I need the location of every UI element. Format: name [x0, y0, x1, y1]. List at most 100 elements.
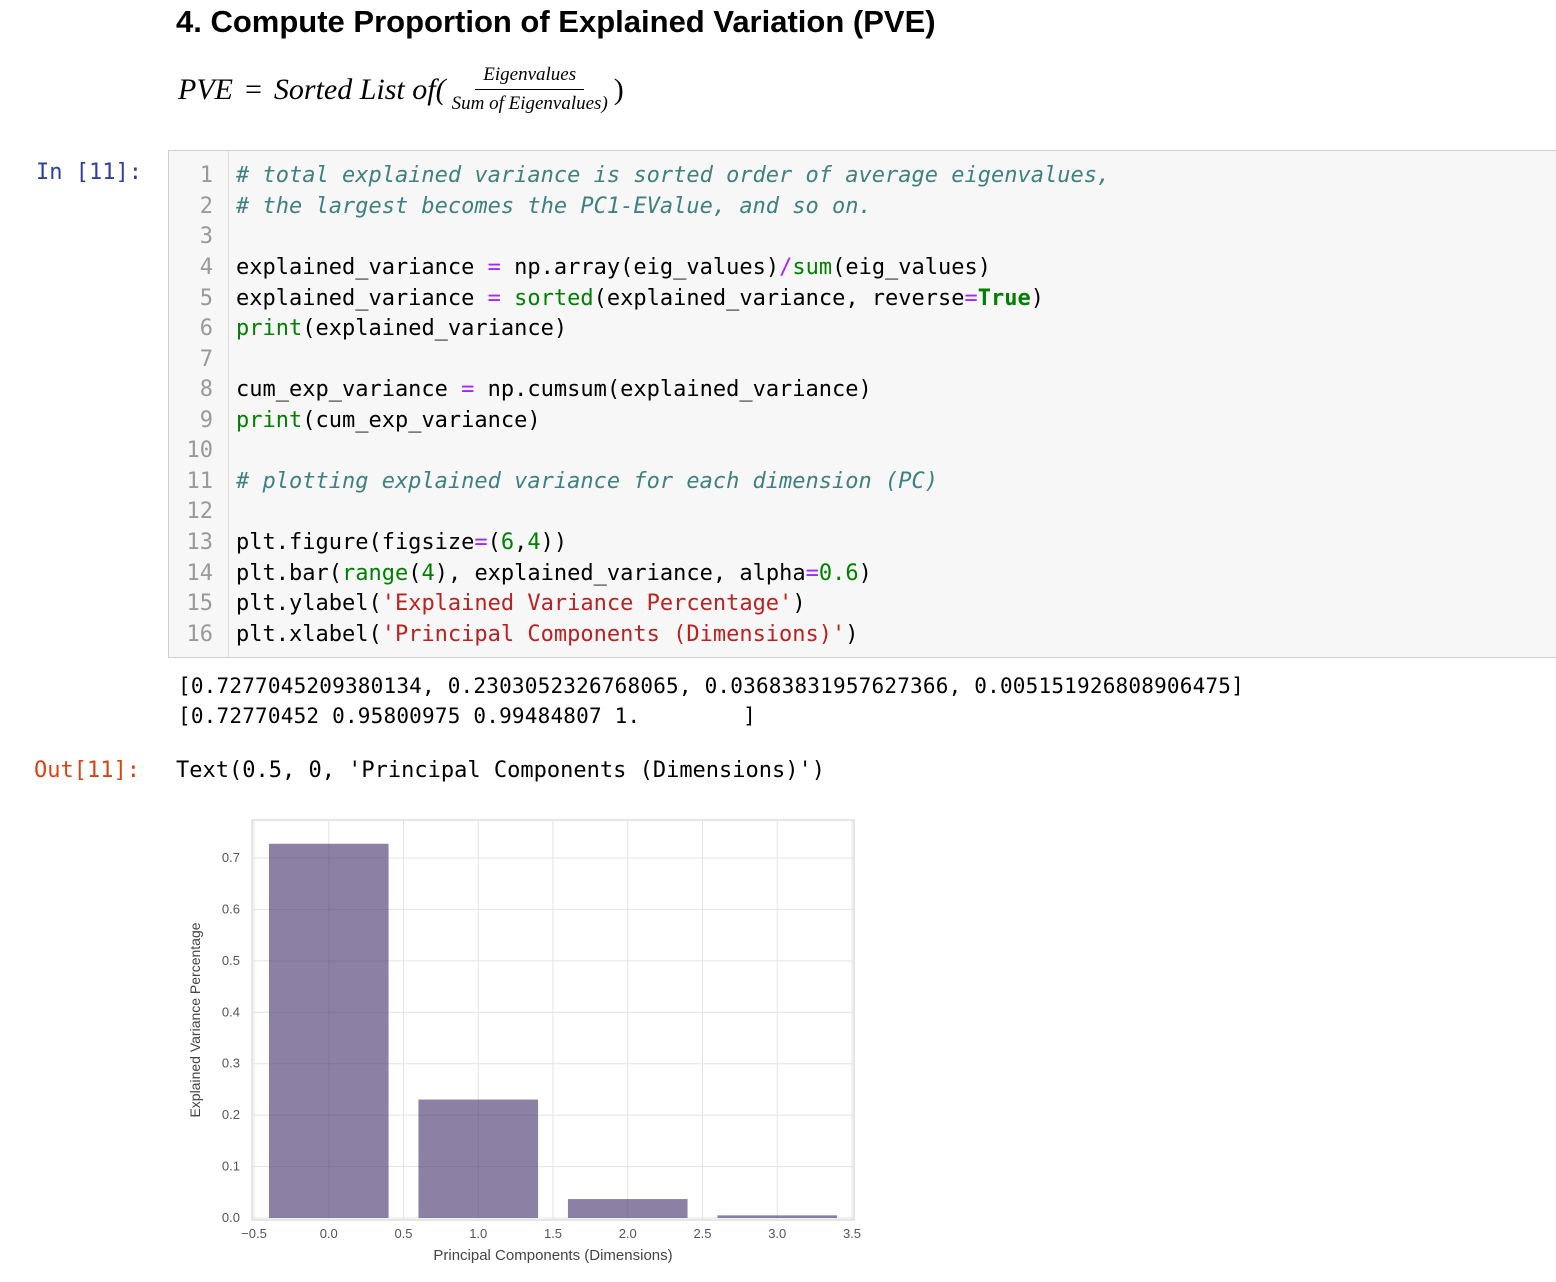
code-comment: # total explained variance is sorted ord… — [236, 163, 1111, 188]
line-number: 2 — [199, 194, 213, 219]
code-token: plt.figure(figsize — [236, 530, 475, 555]
bar-chart: −0.5 0.0 0.5 1.0 1.5 2.0 2.5 3.0 3.5 0.0 0.1 0.2 0.3… — [180, 812, 870, 1272]
line-number: 7 — [199, 347, 213, 372]
code-token: (eig_values) — [832, 255, 992, 280]
line-number: 3 — [199, 224, 213, 249]
code-comment: # plotting explained variance for each d… — [236, 469, 938, 494]
line-number: 12 — [186, 499, 214, 524]
line-number: 5 — [199, 286, 213, 311]
code-token: ( — [487, 530, 501, 555]
output-text: Text(0.5, 0, 'Principal Components (Dime… — [176, 758, 826, 783]
code-token: ) — [845, 622, 859, 647]
code-number: 6 — [500, 530, 515, 555]
code-builtin: print — [236, 316, 303, 341]
y-tick-label: 0.2 — [222, 1107, 240, 1122]
y-tick-label: 0.0 — [222, 1210, 240, 1225]
code-token: plt.xlabel( — [236, 622, 382, 647]
code-number: 4 — [421, 561, 435, 586]
output-prompt: Out[11]: — [34, 758, 140, 783]
line-number: 10 — [186, 438, 214, 463]
line-number: 9 — [199, 408, 213, 433]
code-operator: = — [474, 530, 488, 555]
code-string: 'Explained Variance Percentage' — [381, 591, 793, 616]
code-token: (explained_variance, reverse — [593, 286, 965, 311]
code-token: (cum_exp_variance) — [302, 408, 541, 433]
chart-svg: −0.5 0.0 0.5 1.0 1.5 2.0 2.5 3.0 3.50.00.10.20.3… — [187, 819, 861, 1264]
formula-denominator: Sum of Eigenvalues) — [451, 93, 608, 114]
code-token: np.cumsum(explained_variance) — [474, 377, 872, 402]
code-builtin: range — [341, 561, 409, 586]
line-number: 6 — [199, 316, 213, 341]
stdout-line: [0.72770452 0.95800975 0.99484807 1. ] — [178, 704, 756, 728]
x-tick-label: 1.0 — [469, 1226, 487, 1241]
y-tick-label: 0.1 — [222, 1159, 240, 1174]
code-cell-editor[interactable]: 1 # total explained variance is sorted or… — [168, 150, 1556, 658]
x-tick-label: 3.5 — [843, 1226, 861, 1241]
code-operator: = — [487, 255, 501, 280]
x-axis-label: Principal Components (Dimensions) — [433, 1247, 672, 1264]
code-builtin: sorted — [514, 286, 594, 311]
code-operator: = — [487, 286, 501, 311]
code-token: explained_variance — [236, 255, 488, 280]
code-token: ) — [792, 591, 806, 616]
y-tick-label: 0.5 — [222, 953, 240, 968]
x-tick-label: 3.0 — [768, 1226, 786, 1241]
code-token: explained_variance — [236, 286, 488, 311]
code-token: np.array(eig_values) — [500, 255, 780, 280]
y-tick-label: 0.6 — [222, 901, 240, 916]
line-number: 1 — [199, 163, 213, 188]
x-tick-label: 2.0 — [619, 1226, 637, 1241]
code-operator: = — [964, 286, 978, 311]
x-tick-label: 1.5 — [544, 1226, 562, 1241]
code-string: 'Principal Components (Dimensions)' — [381, 622, 846, 647]
bar — [717, 1215, 838, 1218]
line-number: 8 — [199, 377, 213, 402]
line-number: 4 — [199, 255, 213, 280]
bar — [268, 843, 389, 1218]
line-number-gutter — [169, 151, 229, 657]
formula-suffix: ) — [613, 72, 624, 106]
y-tick-label: 0.3 — [222, 1056, 240, 1071]
bar — [418, 1099, 539, 1218]
code-token: ) — [1030, 286, 1045, 311]
code-token: ( — [408, 561, 422, 586]
formula-numerator: Eigenvalues — [475, 64, 585, 90]
x-tick-label: 0.5 — [394, 1226, 412, 1241]
code-operator: = — [461, 377, 475, 402]
y-tick-label: 0.4 — [222, 1004, 240, 1019]
bar — [567, 1199, 688, 1218]
formula-prefix: Sorted List of( — [273, 72, 446, 106]
formula-lhs: PVE — [178, 72, 233, 106]
y-tick-label: 0.7 — [222, 850, 240, 865]
input-prompt: In [11]: — [36, 160, 142, 185]
line-number: 13 — [186, 530, 214, 555]
line-number: 15 — [186, 591, 214, 616]
line-number: 11 — [186, 469, 214, 494]
code-token: cum_exp_variance — [236, 377, 462, 402]
section-heading: 4. Compute Proportion of Explained Varia… — [176, 4, 936, 39]
code-token: ) — [858, 561, 872, 586]
formula-fraction: Eigenvalues Sum of Eigenvalues) — [450, 64, 610, 115]
code-token: (explained_variance) — [302, 316, 568, 341]
y-axis-label: Explained Variance Percentage — [187, 922, 203, 1117]
code-number: 0.6 — [818, 561, 859, 586]
code-token: plt.ylabel( — [236, 591, 382, 616]
code-token — [501, 286, 514, 311]
code-operator: = — [805, 561, 819, 586]
line-number: 14 — [186, 561, 214, 586]
stdout-line: [0.7277045209380134, 0.2303052326768065,… — [178, 674, 1244, 698]
code-operator: / — [779, 255, 793, 280]
code-number: 4 — [527, 530, 541, 555]
pve-formula: PVE = Sorted List of( Eigenvalues Sum of… — [178, 64, 624, 115]
code-builtin: sum — [792, 255, 833, 280]
code-builtin: print — [236, 408, 303, 433]
x-tick-label: −0.5 — [241, 1226, 267, 1241]
code-keyword: True — [977, 286, 1031, 311]
line-number: 16 — [186, 622, 214, 647]
code-token: )) — [540, 530, 568, 555]
formula-equals: = — [244, 72, 262, 106]
code-token: , — [514, 530, 528, 555]
x-tick-label: 2.5 — [693, 1226, 711, 1241]
x-tick-label: 0.0 — [320, 1226, 338, 1241]
code-comment: # the largest becomes the PC1-EValue, an… — [236, 194, 872, 219]
